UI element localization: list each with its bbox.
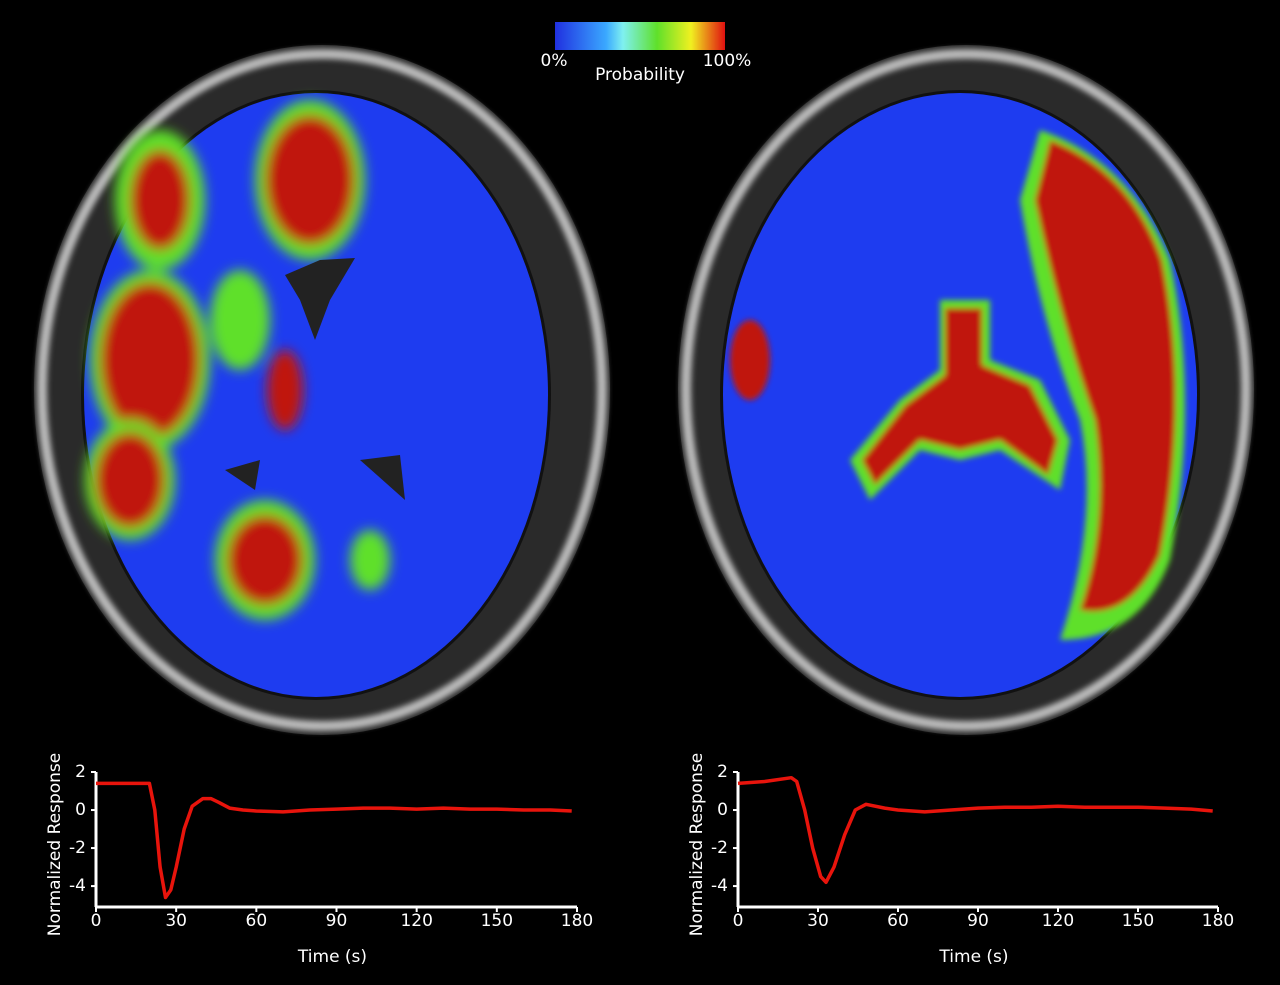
brain-right xyxy=(678,45,1254,735)
y-tick-label: -2 xyxy=(69,838,86,858)
x-tick-label: 150 xyxy=(481,911,513,931)
y-tick-label: 2 xyxy=(75,762,86,782)
x-tick-label: 180 xyxy=(1202,911,1234,931)
x-tick-label: 30 xyxy=(807,911,829,931)
x-tick-label: 30 xyxy=(165,911,187,931)
x-tick-label: 180 xyxy=(561,911,593,931)
y-tick-label: 0 xyxy=(75,800,86,820)
x-tick-label: 60 xyxy=(246,911,268,931)
response-line xyxy=(737,775,1213,885)
y-tick-label: 2 xyxy=(717,762,728,782)
y-tick-label: 0 xyxy=(717,800,728,820)
x-tick-label: 60 xyxy=(887,911,909,931)
colorbar-min: 0% xyxy=(541,51,568,71)
x-tick-label: 90 xyxy=(967,911,989,931)
x-tick-label: 0 xyxy=(91,911,102,931)
colorbar-max: 100% xyxy=(703,51,752,71)
x-tick-label: 150 xyxy=(1122,911,1154,931)
x-tick-label: 120 xyxy=(400,911,432,931)
y-axis-label: Normalized Response xyxy=(687,753,707,936)
x-tick-label: 90 xyxy=(326,911,348,931)
y-tick-label: -4 xyxy=(711,876,728,896)
x-axis-label: Time (s) xyxy=(938,947,1008,967)
y-axis-label: Normalized Response xyxy=(45,753,65,936)
y-tick-label: -4 xyxy=(69,876,86,896)
response-line xyxy=(96,781,572,900)
x-tick-label: 120 xyxy=(1042,911,1074,931)
x-axis-label: Time (s) xyxy=(297,947,367,967)
colorbar-title: Probability xyxy=(595,65,685,85)
x-tick-label: 0 xyxy=(733,911,744,931)
brain-left xyxy=(34,45,610,735)
colorbar xyxy=(555,22,725,50)
y-tick-label: -2 xyxy=(711,838,728,858)
